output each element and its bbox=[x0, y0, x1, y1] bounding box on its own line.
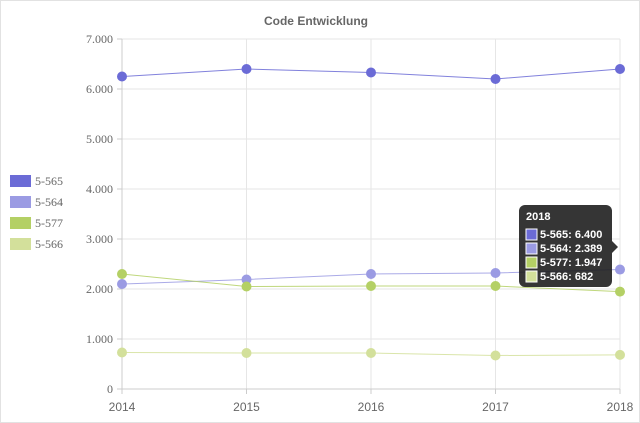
legend-label: 5-577 bbox=[35, 216, 63, 230]
x-axis: 2014 2015 2016 2017 2018 bbox=[109, 400, 634, 414]
chart-title: Code Entwicklung bbox=[264, 14, 368, 28]
legend-label: 5-564 bbox=[35, 195, 63, 209]
legend-label: 5-566 bbox=[35, 237, 63, 251]
data-point bbox=[117, 71, 127, 82]
data-point bbox=[241, 281, 252, 292]
data-point bbox=[241, 348, 252, 358]
y-tick-label: 4.000 bbox=[86, 182, 113, 196]
tooltip-line: 5-564: 2.389 bbox=[540, 243, 602, 255]
x-tick-label: 2015 bbox=[233, 400, 260, 414]
y-tick-label: 3.000 bbox=[86, 232, 113, 246]
legend: 5-565 5-564 5-577 5-566 bbox=[10, 174, 63, 251]
tooltip-box bbox=[519, 205, 612, 287]
tooltip-swatch bbox=[525, 270, 538, 283]
tooltip: 2018 5-565: 6.400 5-564: 2.389 5-577: 1.947… bbox=[519, 205, 618, 287]
series-group bbox=[117, 64, 625, 361]
y-tick-label: 0 bbox=[107, 382, 113, 396]
legend-swatch bbox=[10, 217, 31, 229]
x-tick-label: 2014 bbox=[109, 400, 136, 414]
tooltip-line: 5-566: 682 bbox=[540, 271, 593, 283]
data-point bbox=[366, 281, 376, 291]
y-tick-label: 5.000 bbox=[86, 132, 113, 146]
tooltip-swatch bbox=[525, 242, 538, 255]
y-axis: 0 1.000 2.000 3.000 4.000 5.000 6.000 7.000 bbox=[86, 32, 113, 396]
x-tick-label: 2016 bbox=[358, 400, 385, 414]
tooltip-line: 5-577: 1.947 bbox=[540, 257, 602, 269]
data-point bbox=[615, 349, 625, 360]
legend-swatch bbox=[10, 175, 31, 187]
tooltip-caret bbox=[612, 241, 618, 253]
x-tick-label: 2018 bbox=[607, 400, 634, 414]
data-point bbox=[615, 64, 625, 74]
data-point bbox=[241, 274, 252, 285]
data-point bbox=[366, 348, 376, 358]
x-tick-label: 2017 bbox=[482, 400, 509, 414]
tooltip-swatch bbox=[525, 256, 538, 269]
tooltip-line: 5-565: 6.400 bbox=[540, 229, 602, 241]
data-point bbox=[615, 264, 625, 275]
y-tick-label: 6.000 bbox=[86, 82, 113, 96]
data-point bbox=[117, 269, 127, 279]
data-point bbox=[117, 279, 127, 289]
legend-swatch bbox=[10, 238, 31, 250]
data-point bbox=[490, 268, 501, 278]
data-point bbox=[241, 64, 252, 74]
data-point bbox=[490, 281, 501, 291]
data-point bbox=[366, 67, 376, 78]
legend-swatch bbox=[10, 196, 31, 208]
data-point bbox=[615, 286, 625, 297]
data-point bbox=[490, 74, 501, 84]
data-point bbox=[490, 350, 501, 361]
y-tick-label: 7.000 bbox=[86, 32, 113, 46]
y-tick-label: 2.000 bbox=[86, 282, 113, 296]
legend-label: 5-565 bbox=[35, 174, 63, 188]
data-point bbox=[117, 347, 127, 358]
tooltip-title: 2018 bbox=[526, 211, 550, 223]
tooltip-swatch bbox=[525, 228, 538, 241]
data-point bbox=[366, 269, 376, 279]
y-tick-label: 1.000 bbox=[86, 332, 113, 346]
